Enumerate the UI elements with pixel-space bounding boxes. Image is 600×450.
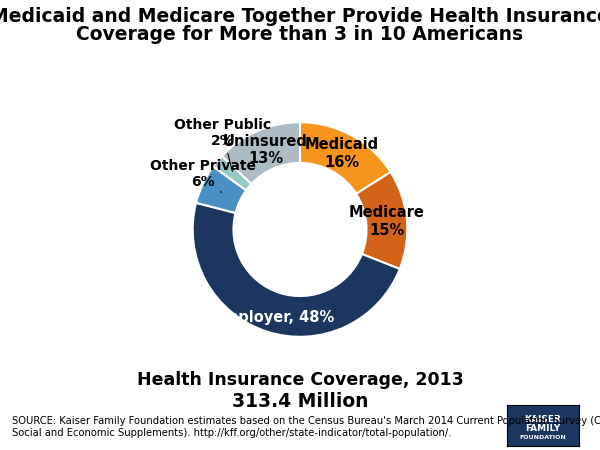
Text: FOUNDATION: FOUNDATION [520,435,566,440]
Text: Other Public
2%: Other Public 2% [174,118,271,171]
Text: 313.4 Million: 313.4 Million [232,392,368,411]
Text: Coverage for More than 3 in 10 Americans: Coverage for More than 3 in 10 Americans [76,25,524,44]
Text: Health Insurance Coverage, 2013: Health Insurance Coverage, 2013 [137,371,463,389]
Text: Medicaid
16%: Medicaid 16% [305,137,379,170]
Text: FAMILY: FAMILY [526,424,560,433]
Wedge shape [213,156,251,190]
Wedge shape [356,172,407,269]
Wedge shape [300,122,391,194]
Text: KAISER: KAISER [524,415,562,424]
Wedge shape [193,203,400,337]
Wedge shape [222,122,300,184]
Text: Employer, 48%: Employer, 48% [212,310,334,325]
Text: Other Private
6%: Other Private 6% [151,158,256,193]
Text: SOURCE: Kaiser Family Foundation estimates based on the Census Bureau's March 20: SOURCE: Kaiser Family Foundation estimat… [12,416,600,438]
Text: Medicare
15%: Medicare 15% [349,205,424,238]
Wedge shape [196,166,246,213]
Text: Medicaid and Medicare Together Provide Health Insurance: Medicaid and Medicare Together Provide H… [0,7,600,26]
Text: Uninsured
13%: Uninsured 13% [223,134,308,166]
